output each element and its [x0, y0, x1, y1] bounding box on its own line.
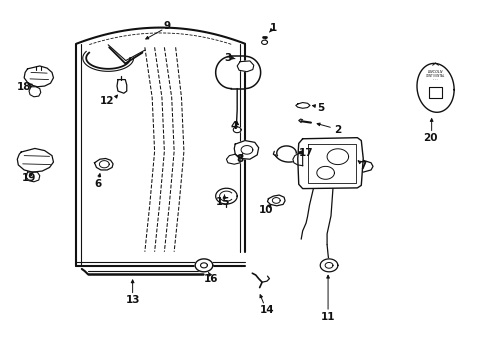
- Polygon shape: [95, 158, 113, 170]
- Polygon shape: [200, 263, 207, 268]
- Polygon shape: [298, 138, 363, 189]
- Polygon shape: [234, 140, 259, 159]
- Polygon shape: [17, 148, 53, 172]
- Polygon shape: [216, 188, 237, 204]
- Polygon shape: [237, 61, 254, 72]
- Polygon shape: [29, 87, 41, 97]
- Text: 18: 18: [17, 82, 31, 93]
- Text: 6: 6: [95, 179, 102, 189]
- Text: 8: 8: [237, 154, 244, 164]
- Text: 14: 14: [260, 305, 274, 315]
- Text: 12: 12: [100, 96, 115, 106]
- Text: - - -: - - -: [433, 77, 438, 81]
- Polygon shape: [195, 259, 213, 272]
- Text: 2: 2: [334, 125, 342, 135]
- Text: 4: 4: [231, 121, 238, 131]
- Polygon shape: [26, 172, 40, 182]
- Text: 7: 7: [360, 161, 367, 171]
- Polygon shape: [262, 40, 268, 44]
- Text: 17: 17: [299, 148, 314, 158]
- Text: 19: 19: [22, 173, 36, 183]
- Text: CONTINENTAL: CONTINENTAL: [426, 74, 445, 78]
- Polygon shape: [268, 195, 285, 206]
- Text: 5: 5: [317, 103, 324, 113]
- Polygon shape: [320, 259, 338, 272]
- Polygon shape: [296, 103, 310, 108]
- Text: 16: 16: [203, 274, 218, 284]
- Text: 20: 20: [423, 133, 438, 143]
- Text: 10: 10: [259, 206, 273, 216]
- Text: LINCOLN: LINCOLN: [428, 70, 443, 74]
- Text: 9: 9: [163, 21, 171, 31]
- Polygon shape: [325, 262, 333, 268]
- Text: 11: 11: [321, 312, 335, 322]
- Polygon shape: [417, 63, 454, 112]
- Polygon shape: [24, 66, 53, 87]
- Text: 1: 1: [270, 23, 277, 33]
- Polygon shape: [293, 153, 303, 166]
- Text: 3: 3: [224, 53, 231, 63]
- Text: 13: 13: [125, 295, 140, 305]
- Polygon shape: [226, 154, 240, 164]
- Polygon shape: [233, 127, 241, 133]
- Text: 15: 15: [216, 197, 230, 207]
